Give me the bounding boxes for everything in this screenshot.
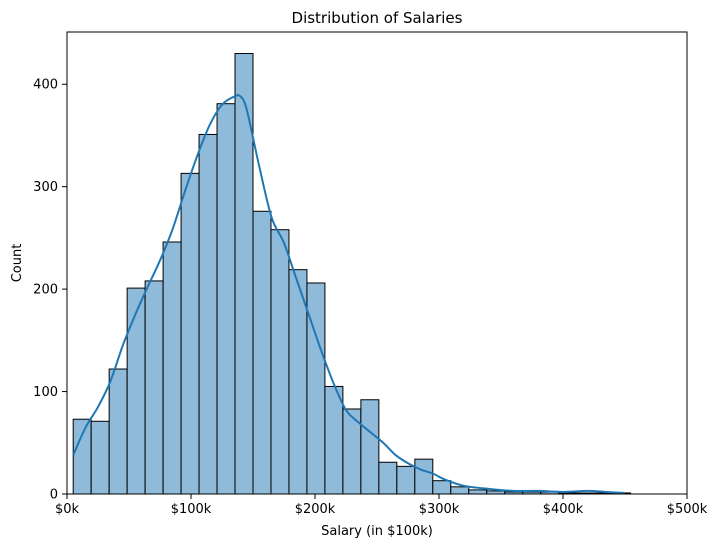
histogram-bar-0: [72, 418, 92, 495]
x-tick-label-0: $0k: [55, 502, 80, 517]
x-axis-ticks: $0k $100k $200k $300k $400k $500k: [55, 494, 708, 517]
y-axis-ticks: 0 100 200 300 400: [33, 78, 67, 503]
histogram-bar-8: [216, 103, 236, 495]
histogram-bar-16: [360, 399, 380, 495]
histogram-bars: [72, 53, 632, 495]
histogram-bar-5: [162, 241, 182, 495]
histogram-bar-7: [198, 133, 218, 495]
y-tick-label-0: 0: [50, 488, 58, 503]
x-axis-label: Salary (in $100k): [321, 524, 433, 539]
histogram-bar-20: [432, 480, 452, 495]
histogram-bar-9: [234, 53, 254, 495]
x-tick-label-3: $300k: [419, 502, 460, 517]
histogram-bar-1: [90, 420, 110, 495]
y-axis-label: Count: [10, 244, 25, 283]
plot-frame: [66, 31, 688, 495]
kde-curve-group: [72, 94, 626, 494]
histogram-bar-11: [270, 229, 290, 495]
y-tick-label-4: 400: [33, 78, 58, 93]
histogram-bar-19: [414, 458, 434, 495]
histogram-bar-22: [468, 489, 488, 495]
x-tick-label-5: $500k: [667, 502, 708, 517]
histogram-bar-6: [180, 172, 200, 495]
histogram-bar-3: [126, 287, 146, 495]
histogram-bar-14: [324, 385, 344, 495]
kde-curve: [72, 94, 626, 494]
histogram-bar-18: [396, 465, 416, 495]
y-tick-label-2: 200: [33, 283, 58, 298]
y-tick-label-1: 100: [33, 385, 58, 400]
x-tick-label-4: $400k: [543, 502, 584, 517]
y-tick-label-3: 300: [33, 180, 58, 195]
histogram-bar-2: [108, 368, 128, 495]
x-tick-label-2: $200k: [295, 502, 336, 517]
histogram-bar-17: [378, 461, 398, 495]
histogram-bar-10: [252, 210, 272, 495]
chart-title: Distribution of Salaries: [292, 9, 463, 27]
axes-frame: [66, 31, 688, 495]
histogram-bar-21: [450, 486, 470, 495]
x-tick-label-1: $100k: [171, 502, 212, 517]
histogram-bar-4: [144, 280, 164, 495]
